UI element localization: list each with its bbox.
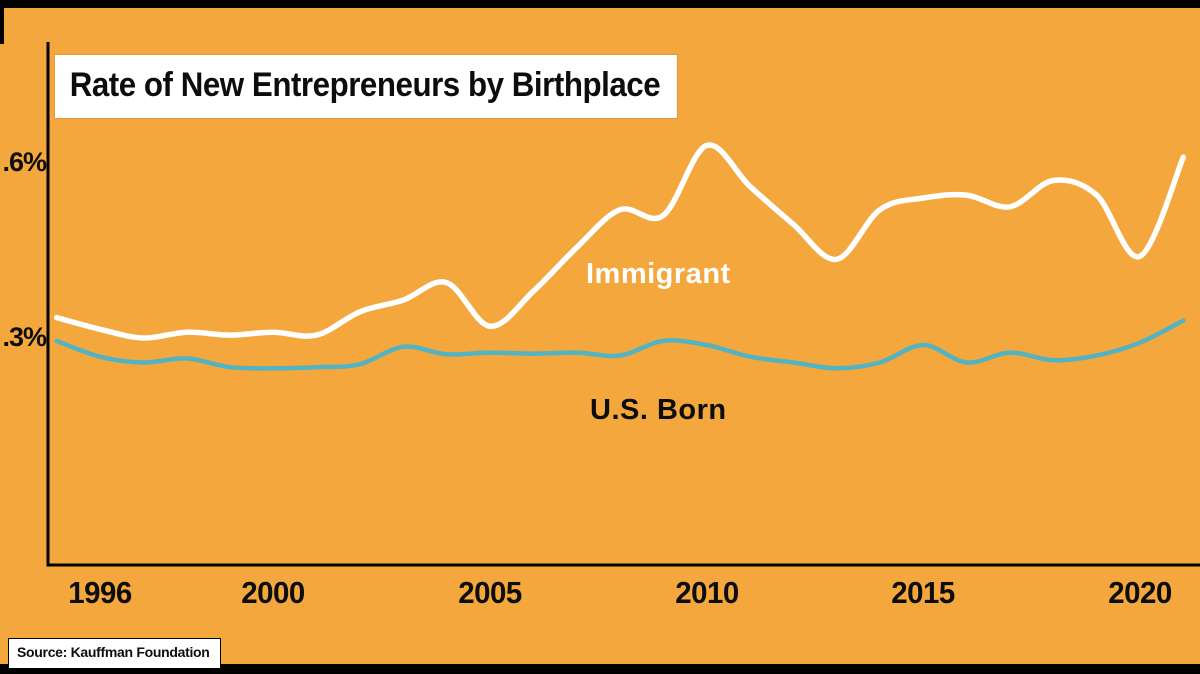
y-tick-label-06: .6% — [2, 147, 47, 177]
x-tick-label-2005: 2005 — [458, 575, 522, 610]
immigrant-line — [53, 142, 1187, 341]
chart-title-box: Rate of New Entrepreneurs by Birthplace — [55, 55, 677, 118]
us-born-line — [54, 318, 1186, 371]
y-tick-label-03: .3% — [2, 322, 47, 352]
x-tick-label-2000: 2000 — [241, 575, 306, 610]
chart-title: Rate of New Entrepreneurs by Birthplace — [69, 66, 661, 104]
top-border-bar — [0, 0, 1200, 8]
series-label-us-born: U.S. Born — [590, 394, 727, 426]
source-text: Source: Kauffman Foundation — [17, 644, 210, 660]
x-tick-label-2020: 2020 — [1108, 575, 1172, 610]
x-tick-label-1996: 1996 — [68, 575, 132, 610]
x-tick-label-2010: 2010 — [674, 575, 739, 610]
source-box: Source: Kauffman Foundation — [8, 638, 221, 669]
bottom-border-bar — [0, 664, 1200, 674]
x-tick-label-2015: 2015 — [891, 575, 956, 610]
series-label-immigrant: Immigrant — [586, 258, 731, 290]
frame-corner-notch — [0, 8, 4, 44]
